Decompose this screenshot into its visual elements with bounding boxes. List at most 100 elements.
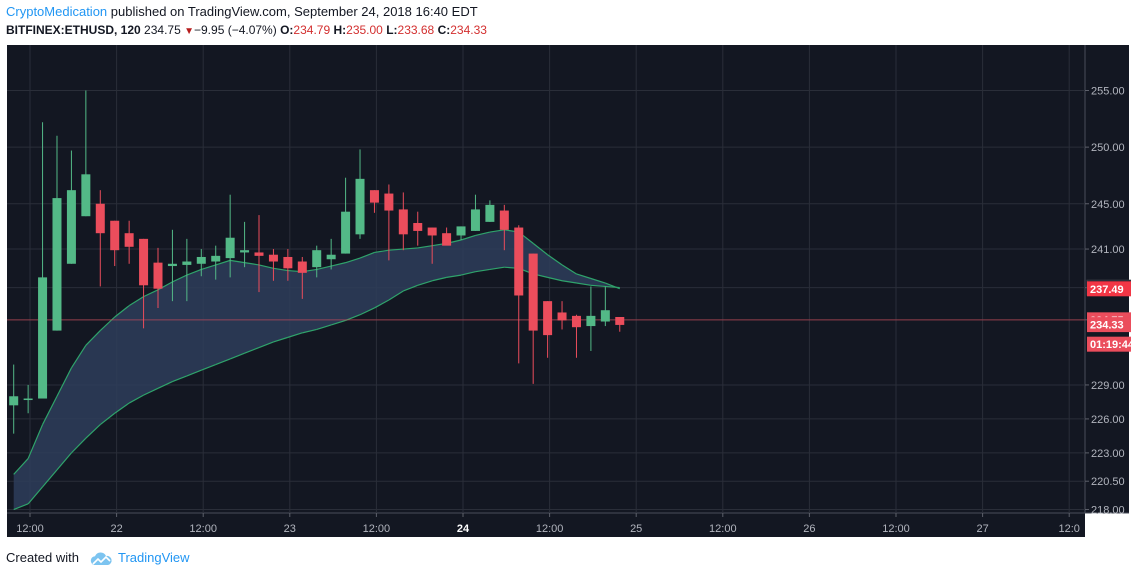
candle-up	[182, 261, 192, 265]
ma-fast-segment	[374, 249, 389, 254]
close-value: 234.33	[450, 23, 487, 37]
symbol-label: BITFINEX:ETHUSD, 120	[6, 23, 141, 37]
y-tick-label: 241.00	[1091, 244, 1125, 256]
candle-up	[240, 250, 250, 253]
x-tick-label: 12:00	[16, 523, 44, 535]
candle-down	[254, 252, 264, 256]
candle-up	[341, 211, 351, 254]
candle-up	[225, 237, 235, 259]
ma-fast-segment	[475, 231, 491, 237]
candle-up	[326, 254, 336, 260]
candle-down	[124, 233, 134, 247]
x-tick-label: 26	[803, 523, 815, 535]
candle-down	[398, 209, 408, 235]
x-tick-label: 12:00	[363, 523, 391, 535]
low-value: 233.68	[397, 23, 435, 37]
ma-slow-segment	[99, 412, 116, 426]
ma-slow-segment	[446, 274, 462, 278]
chart-header: CryptoMedication published on TradingVie…	[6, 3, 1131, 41]
ma-fast-segment	[273, 267, 288, 272]
candle-up	[167, 263, 177, 267]
x-tick-label: 24	[457, 523, 470, 535]
footer: Created with TradingView	[6, 548, 190, 568]
open-label: O:	[280, 23, 294, 37]
tradingview-link[interactable]: TradingView	[118, 550, 190, 565]
open-value: 234.79	[293, 23, 331, 37]
ma-fast-segment	[230, 259, 245, 264]
candle-up	[600, 310, 610, 322]
ma-fast-segment	[186, 268, 202, 276]
price-change: −9.95 (−4.07%)	[194, 23, 277, 37]
last-price: 234.75	[144, 23, 181, 37]
ma-fast-segment	[547, 254, 563, 266]
candle-down	[615, 317, 625, 325]
created-with-text: Created with	[6, 550, 79, 565]
ohlc-line: BITFINEX:ETHUSD, 120 234.75 ▼−9.95 (−4.0…	[6, 21, 1131, 41]
x-tick-label: 25	[630, 523, 642, 535]
candle-down	[514, 227, 524, 296]
ma-slow-segment	[374, 299, 390, 309]
candle-up	[9, 396, 19, 406]
low-label: L:	[386, 23, 398, 37]
chart-area[interactable]: 218.00 220.50 223.00 226.00 229.00 241.00 245.…	[5, 43, 1137, 539]
ma-fast-segment	[128, 296, 144, 307]
ma-slow-segment	[186, 369, 202, 377]
plot-background	[7, 45, 1085, 513]
ma-slow-segment	[489, 266, 505, 271]
candle-up	[38, 277, 48, 399]
candle-down	[557, 312, 567, 321]
ma-slow-segment	[316, 324, 332, 331]
ma-fast-segment	[143, 289, 159, 298]
candle-up	[66, 190, 76, 264]
price-tag-label: 234.33	[1090, 320, 1124, 332]
x-tick-label: 12:00	[882, 523, 910, 535]
ma-slow-segment	[215, 358, 231, 366]
ma-slow-segment	[561, 280, 577, 284]
ma-slow-segment	[388, 290, 404, 301]
candle-up	[312, 250, 322, 268]
candle-down	[283, 256, 293, 269]
ma-fast-segment	[13, 458, 29, 475]
ma-fast-segment	[316, 265, 332, 271]
price-scale-background	[1085, 45, 1129, 513]
candle-down	[528, 253, 538, 331]
ma-slow-segment	[56, 452, 72, 471]
ma-fast-segment	[244, 262, 260, 266]
ma-slow-segment	[302, 328, 317, 334]
ma-slow-segment	[287, 332, 303, 338]
ma-slow-segment	[244, 347, 260, 354]
close-label: C:	[437, 23, 451, 37]
y-tick-label: 255.00	[1091, 86, 1125, 98]
candle-up	[81, 174, 91, 217]
ma-slow-segment	[114, 402, 130, 414]
ma-fast-segment	[85, 330, 101, 346]
candle-down	[153, 262, 163, 289]
candle-down	[110, 220, 120, 251]
price-chart[interactable]: 218.00 220.50 223.00 226.00 229.00 241.00 245.…	[5, 43, 1137, 539]
candle-up	[23, 398, 33, 401]
x-tick-label: 27	[976, 523, 988, 535]
ma-slow-segment	[201, 364, 216, 371]
ma-fast-segment	[27, 424, 44, 459]
ma-fast-segment	[460, 234, 476, 241]
author-link[interactable]: CryptoMedication	[6, 4, 108, 19]
y-tick-label: 250.00	[1091, 142, 1125, 154]
ma-fast-segment	[215, 259, 231, 266]
ma-fast-segment	[576, 273, 592, 280]
price-tag-box	[1087, 336, 1137, 352]
candle-down	[442, 233, 452, 246]
y-tick-label: 245.00	[1091, 199, 1125, 211]
ma-fast-segment	[56, 367, 72, 397]
candle-down	[427, 227, 437, 236]
down-triangle-icon: ▼	[184, 26, 194, 37]
ma-fast-segment	[172, 274, 188, 283]
ma-ribbon	[13, 229, 620, 510]
ma-fast-segment	[417, 245, 433, 249]
candle-up	[470, 209, 480, 231]
candle-up	[485, 204, 495, 222]
ma-slow-segment	[258, 341, 274, 349]
candle-down	[571, 315, 581, 328]
ma-slow-segment	[85, 424, 101, 439]
candle-down	[297, 261, 307, 273]
candle-down	[384, 193, 394, 211]
